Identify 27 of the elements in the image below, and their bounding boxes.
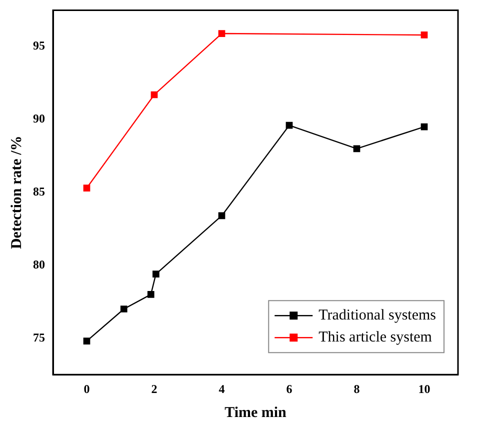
point bbox=[420, 32, 428, 38]
point bbox=[120, 306, 128, 312]
point bbox=[353, 145, 360, 152]
y-tick-label: 90 bbox=[33, 112, 45, 126]
point bbox=[147, 291, 154, 298]
point bbox=[420, 123, 428, 130]
point bbox=[150, 91, 158, 98]
point bbox=[83, 338, 90, 345]
legend-label: Traditional systems bbox=[318, 308, 436, 324]
point bbox=[83, 184, 90, 192]
x-tick-label: 8 bbox=[354, 382, 360, 396]
point bbox=[152, 270, 160, 278]
x-tick-label: 2 bbox=[151, 382, 158, 396]
point bbox=[286, 122, 293, 129]
legend-label: This article system bbox=[318, 330, 432, 346]
x-tick-label: 0 bbox=[84, 382, 90, 396]
x-tick-label: 6 bbox=[286, 382, 292, 396]
y-tick-label: 80 bbox=[33, 257, 45, 272]
x-tick-label: 10 bbox=[418, 382, 430, 396]
point bbox=[218, 30, 226, 37]
x-tick-label: 4 bbox=[218, 382, 225, 396]
y-tick-label: 75 bbox=[33, 330, 45, 344]
point bbox=[218, 212, 226, 220]
y-tick-label: 95 bbox=[33, 38, 45, 53]
y-tick-label: 85 bbox=[33, 184, 45, 198]
x-axis-title: Time min bbox=[224, 404, 288, 421]
y-axis-title: Detection rate /% bbox=[8, 136, 25, 250]
